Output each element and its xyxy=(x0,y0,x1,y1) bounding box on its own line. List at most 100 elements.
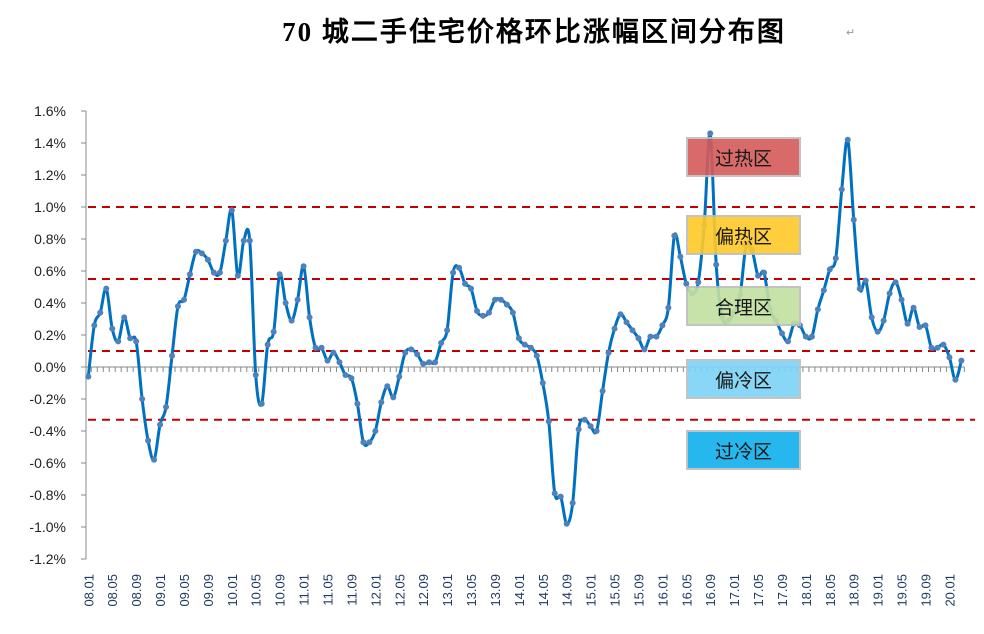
data-point xyxy=(384,383,391,390)
data-point xyxy=(216,269,223,276)
data-point xyxy=(491,296,498,303)
paragraph-mark: ↵ xyxy=(846,27,856,39)
y-tick-label: 0.8% xyxy=(34,231,66,247)
x-tick-label: 20.01 xyxy=(942,574,957,607)
data-point xyxy=(438,340,445,346)
data-point xyxy=(958,357,965,364)
data-point xyxy=(814,306,821,313)
data-point xyxy=(910,304,917,311)
data-point xyxy=(103,285,110,292)
x-tick-label: 14.01 xyxy=(512,574,527,607)
data-point xyxy=(133,338,140,345)
data-point xyxy=(408,346,415,353)
data-point xyxy=(874,328,881,335)
data-point xyxy=(593,428,600,434)
data-point xyxy=(366,439,373,446)
data-point xyxy=(462,280,469,287)
x-tick-label: 12.05 xyxy=(392,574,407,607)
data-point xyxy=(509,309,516,316)
y-tick-label: 0.0% xyxy=(34,359,66,375)
x-tick-label: 19.09 xyxy=(919,574,934,607)
data-point xyxy=(784,338,791,345)
x-tick-label: 10.09 xyxy=(273,574,288,607)
data-point xyxy=(629,327,636,334)
y-tick-label: -1.2% xyxy=(29,551,66,567)
data-point xyxy=(396,373,403,380)
data-point xyxy=(97,309,104,316)
data-point xyxy=(198,250,205,257)
zone-box: 过热区 xyxy=(686,137,801,177)
data-point xyxy=(761,269,768,276)
y-tick-label: -0.2% xyxy=(29,391,66,407)
data-point xyxy=(886,290,893,297)
data-point xyxy=(838,186,845,193)
x-tick-label: 16.05 xyxy=(679,574,694,607)
data-point xyxy=(820,287,827,294)
data-point xyxy=(551,490,558,497)
data-point xyxy=(778,330,785,337)
data-point xyxy=(946,354,953,361)
data-point xyxy=(844,136,851,143)
x-tick-label: 12.01 xyxy=(368,574,383,607)
y-tick-label: -0.8% xyxy=(29,487,66,503)
x-tick-label: 11.05 xyxy=(321,574,336,606)
data-point xyxy=(294,296,301,303)
data-point xyxy=(264,341,271,348)
data-point xyxy=(802,333,809,340)
data-point xyxy=(635,335,642,342)
x-tick-label: 15.05 xyxy=(608,574,623,607)
data-point xyxy=(246,237,253,244)
data-point xyxy=(354,400,361,407)
data-point xyxy=(868,314,875,321)
x-tick-label: 16.09 xyxy=(703,574,718,607)
data-point xyxy=(288,317,295,324)
data-point xyxy=(533,352,540,359)
data-point xyxy=(145,437,152,444)
series-line xyxy=(86,131,963,526)
data-point xyxy=(904,320,911,327)
data-point xyxy=(521,341,528,348)
chart-title: 70 城二手住宅价格环比涨幅区间分布图 xyxy=(282,17,786,47)
data-point xyxy=(342,372,349,378)
data-point xyxy=(916,324,923,330)
data-point xyxy=(617,311,624,318)
x-tick-label: 10.05 xyxy=(249,574,264,607)
data-point xyxy=(300,263,307,270)
x-tick-label: 17.09 xyxy=(775,574,790,607)
x-tick-label: 14.05 xyxy=(536,574,551,607)
data-point xyxy=(121,314,128,321)
data-point xyxy=(515,335,522,342)
data-point xyxy=(707,130,714,137)
x-tick-label: 13.09 xyxy=(488,574,503,607)
data-point xyxy=(826,266,833,273)
data-point xyxy=(659,322,666,329)
x-tick-label: 08.01 xyxy=(81,574,96,607)
y-tick-label: 1.2% xyxy=(34,167,66,183)
data-point xyxy=(856,285,863,292)
x-tick-label: 18.05 xyxy=(823,574,838,607)
data-point xyxy=(581,416,588,423)
data-point xyxy=(503,301,510,308)
data-point xyxy=(456,264,463,271)
data-point xyxy=(330,349,337,356)
data-point xyxy=(336,359,343,366)
x-tick-label: 17.01 xyxy=(727,574,742,607)
data-point xyxy=(641,346,648,353)
x-tick-label: 13.01 xyxy=(440,574,455,607)
data-point xyxy=(832,255,839,262)
data-point xyxy=(420,360,427,367)
zone-box: 偏热区 xyxy=(686,215,801,255)
data-point xyxy=(444,327,451,334)
data-point xyxy=(587,423,594,430)
data-point xyxy=(91,322,98,329)
x-tick-label: 08.05 xyxy=(105,574,120,607)
x-tick-label: 10.01 xyxy=(225,574,240,607)
data-point xyxy=(270,328,277,335)
data-point xyxy=(192,248,199,255)
x-tick-label: 09.05 xyxy=(177,574,192,607)
data-point xyxy=(557,493,564,500)
x-tick-label: 09.01 xyxy=(153,574,168,607)
x-tick-label: 11.01 xyxy=(297,574,312,606)
data-point xyxy=(210,269,217,276)
y-tick-label: -1.0% xyxy=(29,519,66,535)
